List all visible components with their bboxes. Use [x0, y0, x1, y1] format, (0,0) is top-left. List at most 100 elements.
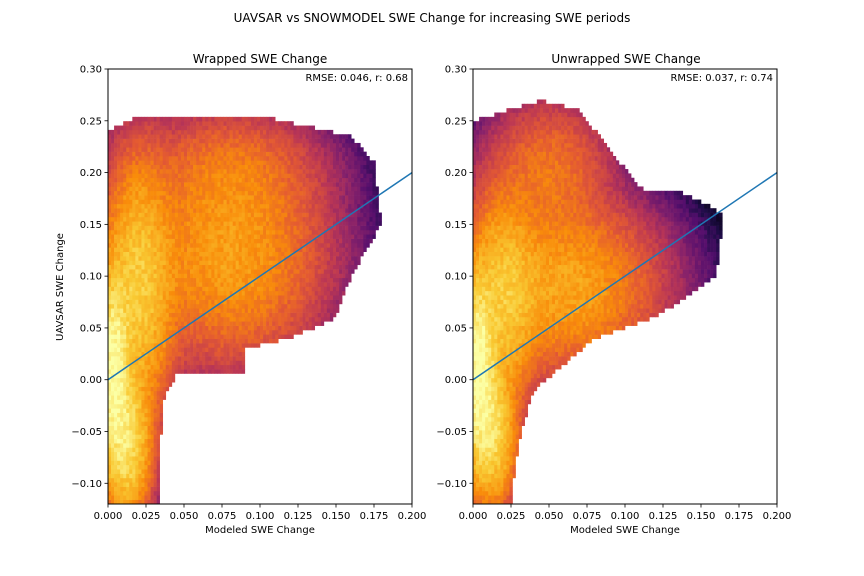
- heatmap-cell: [220, 264, 224, 270]
- heatmap-cell: [123, 129, 127, 135]
- heatmap-cell: [269, 269, 273, 274]
- heatmap-cell: [190, 156, 194, 161]
- heatmap-cell: [171, 234, 176, 239]
- heatmap-cell: [320, 169, 325, 174]
- heatmap-cell: [150, 464, 154, 470]
- heatmap-cell: [147, 151, 151, 157]
- heatmap-cell: [226, 338, 230, 344]
- heatmap-cell: [305, 299, 309, 305]
- heatmap-cell: [223, 138, 227, 144]
- heatmap-cell: [256, 321, 261, 326]
- heatmap-cell: [305, 138, 309, 144]
- heatmap-cell: [293, 186, 297, 192]
- heatmap-cell: [220, 343, 224, 348]
- heatmap-cell: [129, 299, 133, 305]
- heatmap-cell: [247, 216, 252, 222]
- heatmap-cell: [184, 334, 188, 339]
- heatmap-cell: [287, 330, 291, 335]
- heatmap-cell: [314, 295, 319, 300]
- heatmap-cell: [220, 199, 224, 205]
- heatmap-cell: [147, 160, 151, 165]
- heatmap-cell: [111, 343, 115, 348]
- heatmap-cell: [275, 286, 279, 292]
- heatmap-cell: [244, 260, 249, 266]
- heatmap-cell: [141, 456, 145, 461]
- heatmap-cell: [351, 208, 355, 213]
- heatmap-cell: [332, 190, 337, 196]
- heatmap-cell: [308, 164, 312, 170]
- heatmap-cell: [126, 386, 130, 392]
- heatmap-cell: [208, 273, 212, 279]
- heatmap-cell: [226, 273, 230, 279]
- heatmap-cell: [348, 160, 352, 165]
- heatmap-cell: [299, 282, 303, 287]
- heatmap-cell: [241, 121, 246, 126]
- heatmap-cell: [226, 299, 230, 305]
- heatmap-cell: [159, 395, 164, 400]
- heatmap-cell: [126, 456, 130, 461]
- heatmap-cell: [165, 369, 170, 374]
- heatmap-cell: [226, 260, 230, 266]
- heatmap-cell: [132, 395, 136, 400]
- heatmap-cell: [202, 243, 206, 248]
- heatmap-cell: [196, 325, 200, 331]
- heatmap-cell: [329, 164, 334, 170]
- heatmap-cell: [129, 125, 133, 131]
- heatmap-cell: [187, 229, 191, 235]
- heatmap-cell: [193, 186, 197, 192]
- heatmap-cell: [287, 129, 291, 135]
- heatmap-cell: [171, 308, 176, 313]
- heatmap-cell: [275, 338, 279, 344]
- heatmap-cell: [269, 186, 273, 192]
- heatmap-cell: [336, 156, 340, 161]
- heatmap-cell: [129, 386, 133, 392]
- heatmap-cell: [317, 316, 322, 322]
- heatmap-cell: [156, 212, 160, 218]
- heatmap-cell: [290, 303, 294, 309]
- heatmap-cell: [302, 190, 306, 196]
- heatmap-cell: [326, 147, 331, 152]
- heatmap-cell: [214, 125, 218, 131]
- heatmap-cell: [366, 221, 370, 226]
- heatmap-cell: [232, 316, 236, 322]
- heatmap-cell: [147, 221, 151, 226]
- heatmap-cell: [144, 408, 148, 413]
- heatmap-cell: [187, 116, 191, 122]
- heatmap-cell: [247, 290, 252, 296]
- heatmap-cell: [214, 138, 218, 144]
- heatmap-cell: [320, 282, 325, 287]
- heatmap-cell: [141, 486, 145, 492]
- heatmap-cell: [199, 160, 203, 165]
- heatmap-cell: [305, 160, 309, 165]
- heatmap-cell: [126, 443, 130, 448]
- heatmap-cell: [126, 417, 130, 422]
- heatmap-cell: [244, 195, 249, 200]
- heatmap-cell: [226, 134, 230, 139]
- heatmap-cell: [111, 421, 115, 426]
- heatmap-cell: [108, 134, 112, 139]
- heatmap-cell: [162, 134, 167, 139]
- heatmap-cell: [272, 151, 276, 157]
- heatmap-cell: [202, 364, 206, 370]
- heatmap-cell: [342, 256, 346, 261]
- heatmap-cell: [159, 282, 164, 287]
- heatmap-cell: [302, 169, 306, 174]
- heatmap-cell: [229, 121, 233, 126]
- heatmap-cell: [226, 116, 230, 122]
- heatmap-cell: [180, 273, 185, 279]
- heatmap-cell: [168, 251, 173, 257]
- heatmap-cell: [184, 247, 188, 252]
- heatmap-cell: [223, 190, 227, 196]
- heatmap-cell: [180, 282, 185, 287]
- heatmap-cell: [159, 125, 164, 131]
- heatmap-cell: [332, 273, 337, 279]
- heatmap-cell: [275, 282, 279, 287]
- heatmap-cell: [120, 156, 124, 161]
- heatmap-cell: [120, 142, 124, 148]
- heatmap-cell: [156, 151, 160, 157]
- heatmap-cell: [111, 273, 115, 279]
- heatmap-cell: [129, 403, 133, 409]
- heatmap-cell: [168, 134, 173, 139]
- heatmap-cell: [123, 499, 127, 505]
- heatmap-cell: [357, 234, 361, 239]
